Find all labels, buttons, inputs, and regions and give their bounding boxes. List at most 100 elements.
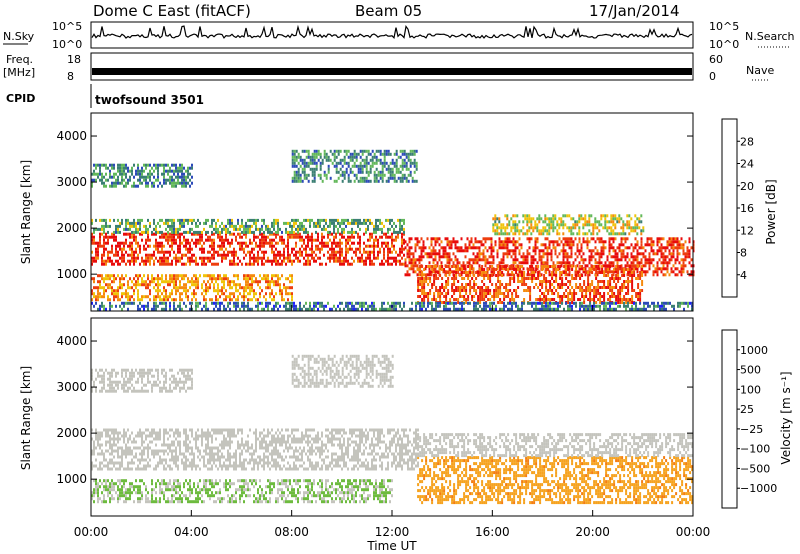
power-cell <box>319 167 322 171</box>
power-cell <box>403 301 405 305</box>
power-cell <box>345 304 347 308</box>
power-cell <box>543 265 546 268</box>
power-cell <box>287 230 289 234</box>
power-cell <box>323 224 325 228</box>
power-cell <box>455 274 458 277</box>
power-cell <box>454 246 457 250</box>
power-cell <box>165 298 167 302</box>
power-cell <box>622 243 625 247</box>
power-cell <box>561 286 564 289</box>
power-cell <box>613 292 616 295</box>
power-cell <box>464 243 467 247</box>
power-cell <box>235 283 237 287</box>
power-cell <box>538 220 541 224</box>
power-cell <box>171 218 173 222</box>
power-cell <box>129 227 131 231</box>
power-cell <box>435 277 438 280</box>
power-cell <box>351 218 353 222</box>
power-cell <box>273 259 275 263</box>
power-cell <box>303 238 305 242</box>
power-cell <box>432 252 435 256</box>
power-cell <box>498 240 501 244</box>
power-cell <box>249 224 251 228</box>
power-cell <box>325 244 327 248</box>
power-cell <box>135 227 137 231</box>
power-cell <box>596 237 599 241</box>
power-cell <box>289 286 291 290</box>
power-cell <box>401 238 403 242</box>
power-cell <box>259 238 261 242</box>
power-cell <box>273 224 275 228</box>
power-cell <box>135 241 137 245</box>
noise-panel: N.Sky 10^5 10^0 10^5 10^0 N.Search <box>3 20 795 51</box>
power-cell <box>109 274 111 278</box>
power-cell <box>606 226 609 230</box>
power-cell <box>391 235 393 239</box>
power-cell <box>147 227 149 231</box>
power-cell <box>530 255 533 259</box>
power-cell <box>179 247 181 251</box>
power-cell <box>329 238 331 242</box>
power-cell <box>281 259 283 263</box>
power-cell <box>301 224 303 228</box>
power-cell <box>648 252 651 256</box>
power-cell <box>243 301 245 305</box>
power-cell <box>359 235 361 239</box>
power-cell <box>161 262 163 266</box>
power-cell <box>211 230 213 234</box>
power-cell <box>341 253 343 257</box>
power-cell <box>199 247 201 251</box>
power-cell <box>345 247 347 251</box>
power-cell <box>510 273 513 277</box>
power-cell <box>506 223 509 227</box>
power-cell <box>545 268 548 271</box>
power-cell <box>163 295 165 299</box>
power-cell <box>562 243 565 247</box>
power-cell <box>247 262 249 266</box>
power-cell <box>309 235 311 239</box>
power-cell <box>506 237 509 241</box>
power-cell <box>593 286 596 289</box>
power-cell <box>521 283 524 286</box>
power-cell <box>253 235 255 239</box>
power-cell <box>381 176 384 180</box>
power-cell <box>313 307 315 311</box>
power-cell <box>293 259 295 263</box>
power-cell <box>548 232 551 236</box>
power-cell <box>317 238 319 242</box>
power-cell <box>420 237 423 241</box>
power-cell <box>561 280 564 283</box>
power-cell <box>660 261 663 265</box>
power-cell <box>211 218 213 222</box>
power-cell <box>327 230 329 234</box>
power-cell <box>524 217 527 221</box>
power-cell <box>103 224 105 228</box>
power-cell <box>223 274 225 278</box>
power-cell <box>93 241 95 245</box>
power-cell <box>135 221 137 225</box>
power-cell <box>523 298 526 301</box>
power-cell <box>379 227 381 231</box>
power-cell <box>125 221 127 225</box>
power-cell <box>510 267 513 271</box>
power-cell <box>275 253 277 257</box>
power-cell <box>668 258 671 262</box>
power-cell <box>367 238 369 242</box>
power-cell <box>145 227 147 231</box>
power-cell <box>213 232 215 236</box>
power-cell <box>492 261 495 265</box>
power-cell <box>215 227 217 231</box>
power-cell <box>498 217 501 221</box>
power-cell <box>590 249 593 253</box>
power-cell <box>484 258 487 262</box>
power-cell <box>616 261 619 265</box>
power-cell <box>515 265 518 268</box>
power-cell <box>465 292 468 295</box>
power-cell <box>429 292 432 295</box>
power-cell <box>558 232 561 236</box>
power-cell <box>319 241 321 245</box>
power-cell <box>227 253 229 257</box>
power-cell <box>664 246 667 250</box>
power-cell <box>534 237 537 241</box>
power-cell <box>502 273 505 277</box>
